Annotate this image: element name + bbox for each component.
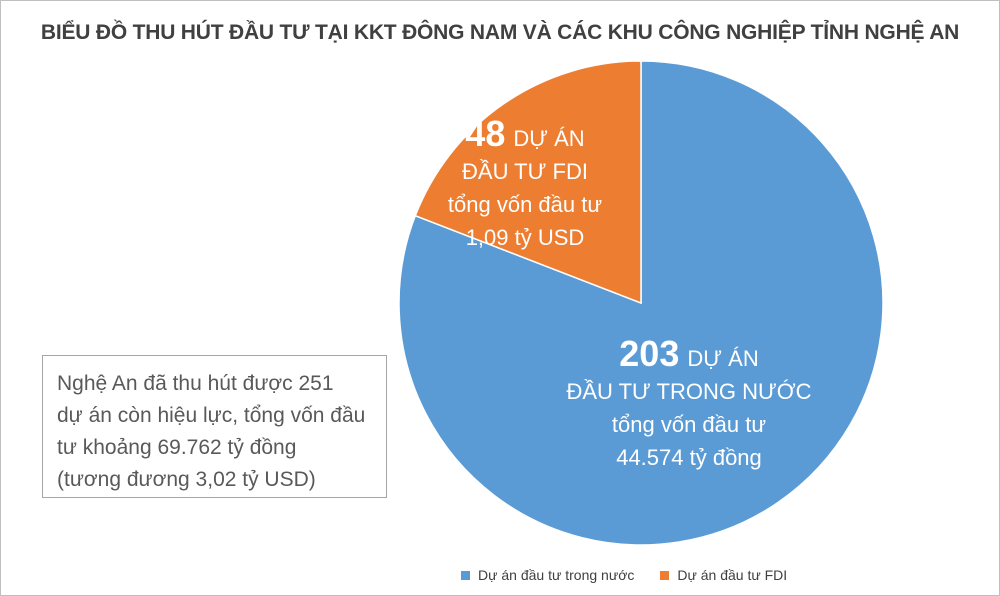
slice-label-fdi-line-4: 1,09 tỷ USD [466, 225, 585, 250]
slice-label-domestic-line-4: 44.574 tỷ đồng [616, 445, 762, 470]
slice-label-fdi-line-2: ĐẦU TƯ FDI [462, 159, 588, 184]
slice-label-fdi-heading: 48 DỰ ÁN [465, 113, 584, 154]
slice-value-fdi: 48 [465, 113, 505, 154]
legend-label-domestic: Dự án đầu tư trong nước [478, 567, 635, 583]
chart-title: BIỂU ĐỒ THU HÚT ĐẦU TƯ TẠI KKT ĐÔNG NAM … [40, 21, 960, 44]
legend-swatch-domestic [461, 570, 470, 580]
legend: Dự án đầu tư trong nước Dự án đầu tư FDI [461, 567, 813, 583]
annotation-line-2: dự án còn hiệu lực, tổng vốn đầu [57, 404, 366, 427]
annotation-box: Nghệ An đã thu hút được 251 dự án còn hi… [42, 355, 387, 498]
legend-item-domestic: Dự án đầu tư trong nước [461, 567, 634, 583]
legend-item-fdi: Dự án đầu tư FDI [660, 567, 787, 583]
slice-label-domestic-heading: 203 DỰ ÁN [619, 333, 758, 374]
slice-label-domestic-line-1: DỰ ÁN [687, 346, 758, 371]
pie-slice-domestic [398, 60, 884, 546]
slice-value-domestic: 203 [619, 333, 679, 374]
slice-label-domestic: 203 DỰ ÁN ĐẦU TƯ TRONG NƯỚC tổng vốn đầu tư… [566, 333, 811, 470]
annotation-line-4: (tương đương 3,02 tỷ USD) [57, 468, 316, 491]
slice-label-domestic-line-3: tổng vốn đầu tư [612, 412, 766, 437]
slice-label-domestic-line-2: ĐẦU TƯ TRONG NƯỚC [566, 379, 811, 404]
legend-label-fdi: Dự án đầu tư FDI [677, 567, 788, 583]
legend-swatch-fdi [660, 570, 670, 580]
slice-label-fdi: 48 DỰ ÁN ĐẦU TƯ FDI tổng vốn đầu tư 1,09 tỷ … [448, 113, 602, 250]
annotation-line-1: Nghệ An đã thu hút được 251 [57, 372, 334, 395]
slice-label-fdi-line-3: tổng vốn đầu tư [448, 192, 602, 217]
annotation-line-3: tư khoảng 69.762 tỷ đồng [57, 436, 297, 459]
pie-slice-fdi [414, 60, 642, 305]
slice-label-fdi-line-1: DỰ ÁN [513, 126, 584, 151]
